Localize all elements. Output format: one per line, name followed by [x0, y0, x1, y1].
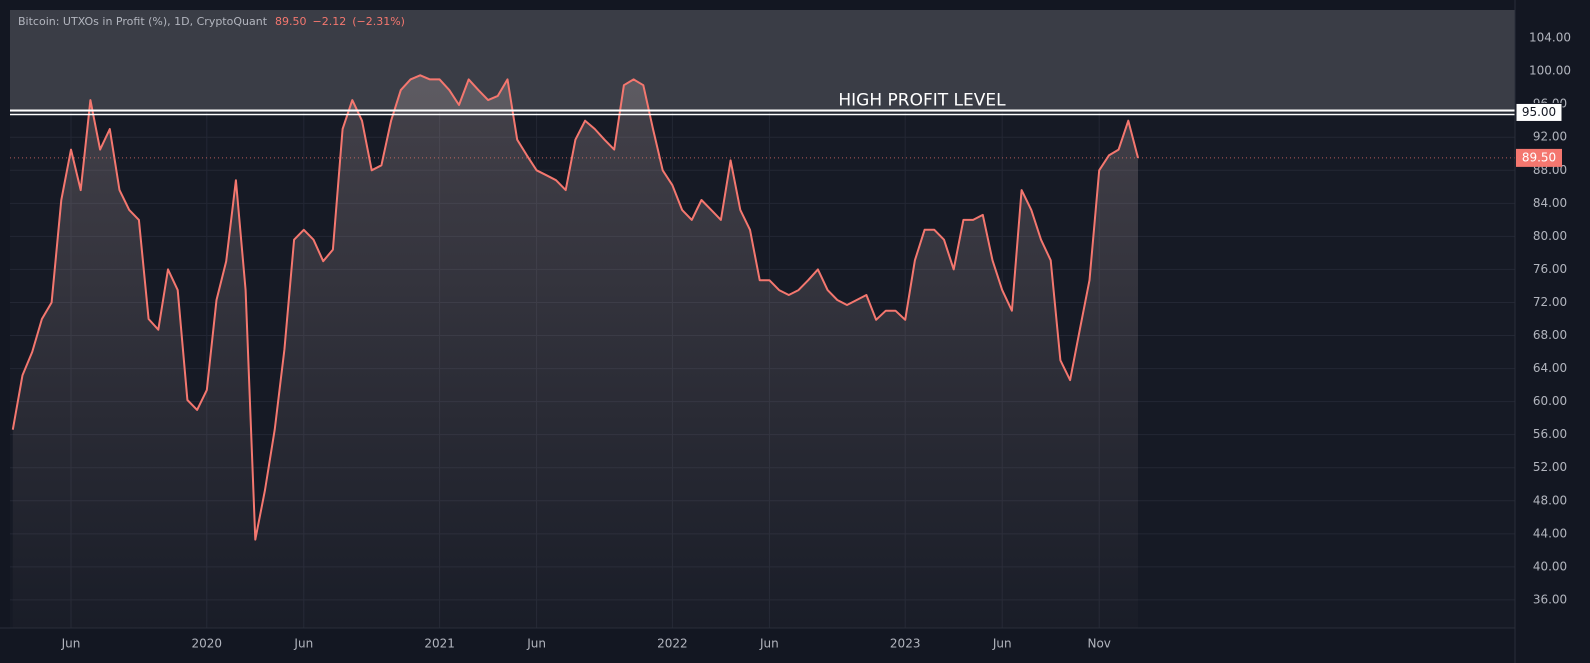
last-price-box — [1516, 148, 1562, 167]
header-last-value: 89.50 — [275, 15, 307, 28]
x-tick-label: Jun — [992, 637, 1012, 651]
chart-title: Bitcoin: UTXOs in Profit (%), 1D, Crypto… — [18, 15, 268, 28]
last-price-label: 89.50 — [1522, 150, 1556, 164]
reference-price-box — [1515, 102, 1563, 122]
y-tick-label: 44.00 — [1533, 526, 1567, 540]
y-tick-label: 100.00 — [1529, 64, 1571, 78]
x-tick-label: Jun — [759, 637, 779, 651]
y-tick-label: 104.00 — [1529, 31, 1571, 45]
x-tick-label: 2021 — [424, 637, 455, 651]
y-tick-label: 56.00 — [1533, 427, 1567, 441]
line — [11, 74, 1139, 541]
y-tick-label: 68.00 — [1533, 328, 1567, 342]
y-tick-label: 84.00 — [1533, 196, 1567, 210]
y-tick-label: 92.00 — [1533, 130, 1567, 144]
reference-zone — [10, 10, 1515, 113]
x-tick-label: Jun — [526, 637, 546, 651]
x-tick-label: 2022 — [657, 637, 688, 651]
y-tick-label: 52.00 — [1533, 460, 1567, 474]
header-change-pct: (−2.31%) — [352, 15, 405, 28]
reference-price-label: 95.00 — [1522, 105, 1556, 119]
reference-text: HIGH PROFIT LEVEL — [838, 90, 1006, 110]
y-tick-label: 48.00 — [1533, 493, 1567, 507]
y-tick-label: 40.00 — [1533, 559, 1567, 573]
y-tick-label: 72.00 — [1533, 295, 1567, 309]
x-tick-label: Jun — [61, 637, 81, 651]
x-tick-label: Nov — [1087, 637, 1110, 651]
x-tick-label: Jun — [293, 637, 313, 651]
y-tick-label: 80.00 — [1533, 229, 1567, 243]
y-tick-label: 60.00 — [1533, 394, 1567, 408]
x-tick-label: 2020 — [192, 637, 223, 651]
area — [12, 75, 1138, 629]
y-tick-label: 64.00 — [1533, 361, 1567, 375]
x-tick-label: 2023 — [890, 637, 921, 651]
y-tick-label: 76.00 — [1533, 262, 1567, 276]
header-change: −2.12 — [313, 15, 347, 28]
y-tick-label: 36.00 — [1533, 592, 1567, 606]
